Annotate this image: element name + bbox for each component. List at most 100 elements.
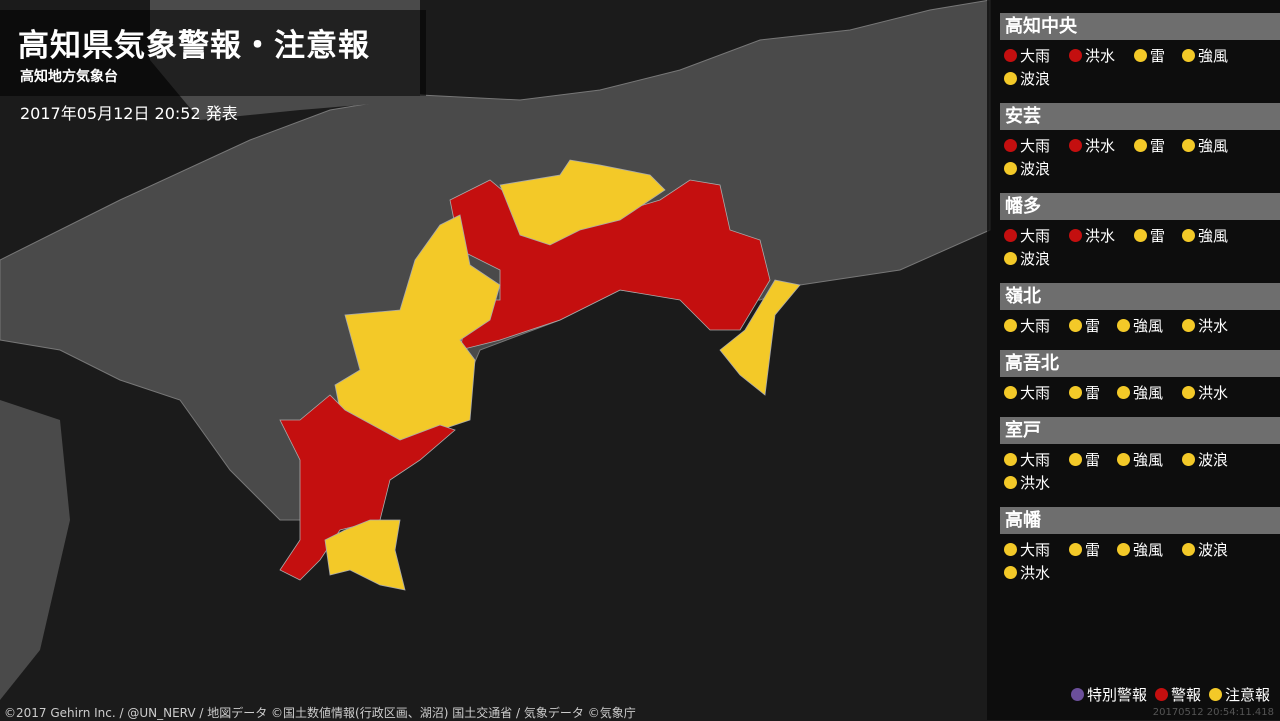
timestamp: 20170512 20:54:11.418 (1152, 707, 1274, 718)
level-dot-icon (1004, 476, 1017, 489)
alert-item: 大雨 (1004, 381, 1069, 404)
alert-item: 雷 (1069, 314, 1117, 337)
alert-list: 大雨 洪水 雷 強風 波浪 (1000, 130, 1280, 180)
level-dot-icon (1117, 543, 1130, 556)
legend-label: 注意報 (1224, 686, 1270, 704)
alert-label: 強風 (1133, 451, 1164, 469)
area-block: 高吾北 大雨 雷 強風 洪水 (1000, 350, 1280, 404)
level-dot-icon (1004, 139, 1017, 152)
alert-item: 大雨 (1004, 448, 1069, 471)
level-dot-icon (1182, 386, 1195, 399)
alert-item: 雷 (1134, 224, 1182, 247)
alert-label: 強風 (1198, 227, 1229, 245)
level-dot-icon (1004, 162, 1017, 175)
alert-label: 雷 (1085, 384, 1101, 402)
level-dot-icon (1004, 386, 1017, 399)
area-name: 嶺北 (1000, 283, 1280, 310)
area-block: 安芸 大雨 洪水 雷 強風 波浪 (1000, 103, 1280, 180)
level-dot-icon (1069, 319, 1082, 332)
alert-label: 雷 (1150, 137, 1166, 155)
area-name: 高知中央 (1000, 13, 1280, 40)
alert-item: 波浪 (1182, 538, 1247, 561)
area-block: 幡多 大雨 洪水 雷 強風 波浪 (1000, 193, 1280, 270)
alert-item: 強風 (1182, 224, 1247, 247)
area-name: 高幡 (1000, 507, 1280, 534)
level-dot-icon (1004, 72, 1017, 85)
legend-dot-icon (1070, 688, 1084, 701)
warning-areas (279, 159, 801, 591)
level-dot-icon (1004, 229, 1017, 242)
alert-label: 波浪 (1020, 160, 1051, 178)
legend-dot-icon (1208, 688, 1222, 701)
alert-item: 雷 (1069, 381, 1117, 404)
level-dot-icon (1117, 319, 1130, 332)
alert-label: 強風 (1198, 47, 1229, 65)
level-dot-icon (1069, 49, 1082, 62)
office-name: 高知地方気象台 (20, 69, 118, 85)
page-title: 高知県気象警報・注意報 (18, 28, 370, 64)
alert-item: 洪水 (1069, 44, 1134, 67)
alert-item: 大雨 (1004, 44, 1069, 67)
alert-list: 大雨 洪水 雷 強風波浪 (1000, 220, 1280, 270)
alert-label: 大雨 (1020, 137, 1051, 155)
alert-item: 波浪 (1004, 247, 1069, 270)
level-dot-icon (1069, 543, 1082, 556)
alert-label: 雷 (1150, 227, 1166, 245)
alert-item: 強風 (1117, 448, 1182, 471)
level-dot-icon (1182, 543, 1195, 556)
alert-item: 大雨 (1004, 134, 1069, 157)
level-dot-icon (1134, 139, 1147, 152)
alert-item: 波浪 (1182, 448, 1247, 471)
alert-list: 大雨 雷 強風 波浪洪水 (1000, 444, 1280, 494)
alert-label: 強風 (1133, 317, 1164, 335)
alert-label: 洪水 (1085, 227, 1116, 245)
alert-label: 雷 (1085, 541, 1101, 559)
area-advisory-muroto (719, 279, 801, 396)
level-dot-icon (1069, 386, 1082, 399)
level-dot-icon (1004, 543, 1017, 556)
alert-list: 大雨 雷 強風 波浪洪水 (1000, 534, 1280, 584)
alert-label: 大雨 (1020, 317, 1051, 335)
alert-item: 強風 (1182, 44, 1247, 67)
level-dot-icon (1134, 49, 1147, 62)
alert-item: 波浪 (1004, 157, 1069, 180)
legend-item: 特別警報 (1070, 684, 1147, 705)
area-warning-hata (279, 394, 456, 581)
legend-label: 警報 (1170, 686, 1201, 704)
alert-label: 強風 (1133, 541, 1164, 559)
alert-label: 洪水 (1020, 564, 1051, 582)
level-dot-icon (1069, 139, 1082, 152)
area-block: 室戸 大雨 雷 強風 波浪 洪水 (1000, 417, 1280, 494)
alert-label: 洪水 (1085, 47, 1116, 65)
alert-item: 洪水 (1004, 561, 1069, 584)
level-dot-icon (1182, 139, 1195, 152)
alert-label: 強風 (1198, 137, 1229, 155)
alert-item: 洪水 (1182, 381, 1247, 404)
alert-label: 波浪 (1198, 451, 1229, 469)
alert-label: 大雨 (1020, 541, 1051, 559)
level-dot-icon (1182, 229, 1195, 242)
alert-item: 大雨 (1004, 224, 1069, 247)
credit: ©2017 Gehirn Inc. / @UN_NERV / 地図データ ©国土… (4, 706, 636, 720)
alert-item: 波浪 (1004, 67, 1069, 90)
alert-item: 洪水 (1182, 314, 1247, 337)
alert-label: 大雨 (1020, 384, 1051, 402)
area-block: 高幡大雨 雷 強風 波浪洪水 (1000, 507, 1280, 584)
level-dot-icon (1182, 49, 1195, 62)
alert-item: 雷 (1069, 538, 1117, 561)
area-name: 安芸 (1000, 103, 1280, 130)
level-dot-icon (1004, 252, 1017, 265)
area-block: 嶺北大雨 雷 強風 洪水 (1000, 283, 1280, 337)
area-block: 高知中央 大雨 洪水 雷 強風 波浪 (1000, 13, 1280, 90)
alert-item: 大雨 (1004, 538, 1069, 561)
alert-item: 洪水 (1004, 471, 1069, 494)
legend: 特別警報 警報 注意報 (1070, 684, 1270, 705)
alert-label: 雷 (1085, 317, 1101, 335)
level-dot-icon (1069, 229, 1082, 242)
alert-label: 波浪 (1198, 541, 1229, 559)
alert-item: 強風 (1117, 538, 1182, 561)
alert-item: 雷 (1069, 448, 1117, 471)
area-name: 高吾北 (1000, 350, 1280, 377)
alert-item: 強風 (1117, 314, 1182, 337)
